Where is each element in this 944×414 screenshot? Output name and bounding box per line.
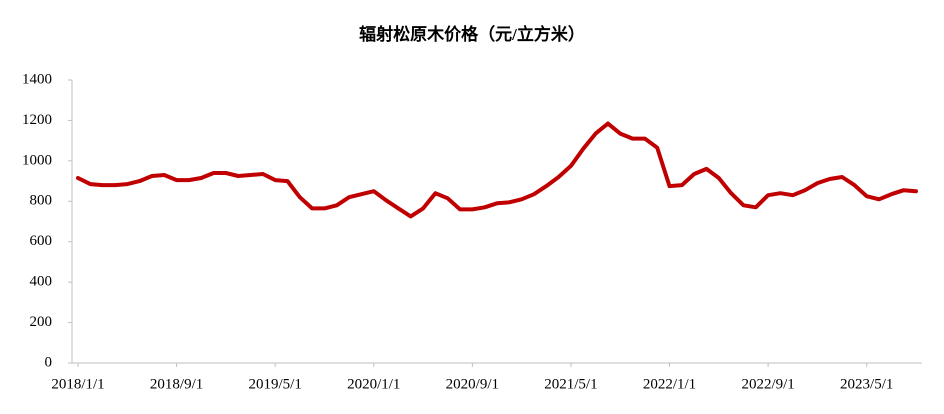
x-tick-label: 2021/5/1 [544,376,597,392]
x-tick-label: 2019/5/1 [249,376,302,392]
y-tick-label: 1400 [22,71,52,87]
chart-title: 辐射松原木价格（元/立方米） [359,24,585,44]
y-tick-label: 200 [30,314,53,330]
x-tick-label: 2020/9/1 [446,376,499,392]
x-tick-label: 2018/1/1 [51,376,104,392]
y-tick-label: 600 [30,233,53,249]
y-tick-label: 400 [30,274,53,290]
x-tick-label: 2023/5/1 [840,376,893,392]
x-tick-label: 2022/1/1 [643,376,696,392]
y-tick-label: 800 [30,193,53,209]
line-series [76,121,918,219]
x-tick-label: 2020/1/1 [347,376,400,392]
y-tick-label: 1200 [22,112,52,128]
x-tick-label: 2022/9/1 [741,376,794,392]
x-tick-label: 2018/9/1 [150,376,203,392]
y-tick-label: 0 [45,354,53,370]
y-tick-label: 1000 [22,152,52,168]
